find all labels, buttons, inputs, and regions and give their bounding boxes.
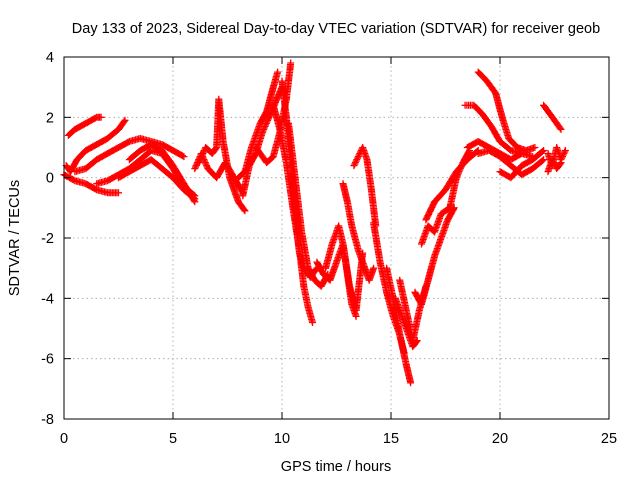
y-tick-label: -4: [41, 291, 54, 307]
x-tick-label: 5: [169, 431, 177, 447]
series-track-29: [474, 68, 539, 154]
y-tick-label: 2: [46, 110, 54, 126]
x-axis-label: GPS time / hours: [281, 459, 391, 475]
plus-marker-trail: [322, 222, 360, 320]
series-track-7: [125, 141, 199, 206]
series-track-24: [411, 204, 458, 308]
series-track-26: [422, 147, 482, 224]
series-track-15: [285, 119, 332, 290]
x-axis-ticks: 0 5 10 15 20 25: [60, 57, 617, 447]
plus-marker-trail: [544, 156, 565, 176]
y-axis-ticks: -8 -6 -4 -2 0 2 4: [41, 50, 609, 428]
y-tick-label: -6: [41, 352, 54, 368]
plus-marker-trail: [350, 144, 380, 230]
plus-marker-trail: [115, 156, 199, 203]
plus-marker-trail: [461, 101, 537, 161]
plus-marker-trail: [191, 150, 247, 197]
data-points: [60, 59, 569, 387]
series-track-10: [234, 68, 282, 182]
series-track-17: [322, 222, 360, 320]
y-tick-label: -2: [41, 231, 54, 247]
chart-title: Day 133 of 2023, Sidereal Day-to-day VTE…: [72, 21, 600, 37]
series-track-6: [115, 156, 199, 203]
plus-marker-trail: [422, 147, 482, 224]
x-tick-label: 20: [492, 431, 508, 447]
series-track-19: [350, 144, 380, 230]
plus-marker-trail: [474, 68, 539, 154]
x-tick-label: 10: [274, 431, 290, 447]
series-track-9: [191, 150, 247, 197]
plus-marker-trail: [64, 113, 105, 139]
plus-marker-trail: [496, 147, 548, 182]
plus-marker-trail: [278, 77, 321, 281]
plus-marker-trail: [411, 204, 458, 308]
plus-marker-trail: [125, 141, 199, 206]
series-track-2: [62, 116, 129, 176]
series-track-3: [71, 134, 188, 176]
series-track-28: [461, 101, 537, 161]
x-tick-label: 15: [383, 431, 399, 447]
plus-marker-trail: [62, 116, 129, 176]
plus-marker-trail: [540, 101, 565, 133]
y-tick-label: 4: [46, 50, 54, 66]
y-tick-label: 0: [46, 171, 54, 187]
series-track-32: [540, 101, 565, 133]
plus-marker-trail: [339, 180, 378, 284]
x-tick-label: 0: [60, 431, 68, 447]
series-track-14: [278, 77, 321, 281]
series-track-18: [339, 180, 378, 284]
y-axis-label: SDTVAR / TECUs: [7, 180, 23, 296]
plus-marker-trail: [234, 68, 282, 182]
y-tick-label: -8: [41, 412, 54, 428]
series-track-31: [496, 147, 548, 182]
plus-marker-trail: [71, 134, 188, 176]
series-track-1: [64, 113, 105, 139]
grid-lines: [64, 57, 609, 419]
series-track-34: [544, 156, 565, 176]
x-tick-label: 25: [601, 431, 617, 447]
plus-marker-trail: [285, 119, 332, 290]
